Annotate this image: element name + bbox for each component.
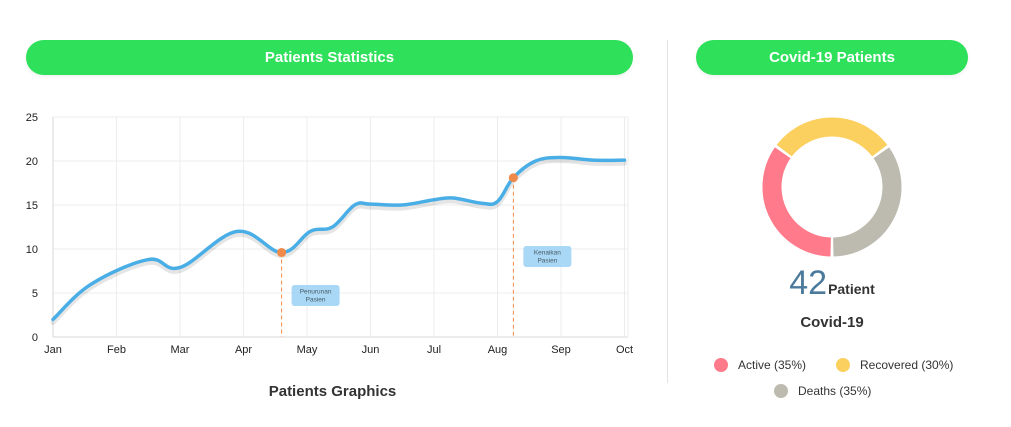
x-tick-label: May: [297, 344, 318, 356]
legend-dot-recovered: [836, 358, 850, 372]
legend-label-active: Active (35%): [738, 358, 807, 372]
legend-item-deaths: Deaths (35%): [774, 384, 871, 398]
chart-grid: [52, 116, 628, 338]
x-tick-label: Oct: [616, 344, 633, 356]
covid-donut-chart: [762, 117, 902, 257]
donut-slice-recovered: [776, 117, 888, 157]
line-shadow: [50, 157, 627, 325]
x-tick-label: Aug: [488, 344, 508, 356]
annotation-marker: [277, 248, 287, 258]
x-tick-label: Apr: [235, 344, 252, 356]
covid-patients-title: Covid-19 Patients: [769, 49, 895, 66]
legend-dot-deaths: [774, 384, 788, 398]
donut-slice-active: [762, 147, 832, 257]
patients-line-chart: 0 5 10 15 20 25 Jan Feb Mar Apr May Jun Jul Aug Sep Oct…: [26, 112, 633, 356]
annotation-box: [523, 246, 572, 267]
x-tick-label: Jul: [427, 344, 441, 356]
series-line: [51, 155, 627, 322]
x-tick-label: Feb: [107, 344, 126, 356]
x-tick-label: Jan: [44, 344, 62, 356]
patient-count: 42Patient: [760, 264, 904, 303]
legend-dot-active: [714, 358, 728, 372]
patient-count-number: 42: [789, 264, 828, 302]
legend-item-recovered: Recovered (30%): [836, 358, 953, 372]
covid-subtitle: Covid-19: [800, 314, 864, 331]
legend-item-active: Active (35%): [714, 358, 806, 372]
x-tick-label: Mar: [171, 344, 190, 356]
y-tick-label: 10: [26, 244, 38, 256]
panel-divider: [667, 40, 668, 383]
annotation-label-line1: Penurunan: [300, 289, 332, 296]
patients-graphics-title: Patients Graphics: [268, 383, 397, 400]
y-tick-label: 15: [26, 200, 38, 212]
y-tick-label: 20: [26, 156, 38, 168]
patient-count-unit: Patient: [828, 281, 875, 297]
y-tick-label: 0: [32, 332, 38, 344]
y-tick-label: 25: [26, 112, 38, 124]
donut-slice-deaths: [832, 147, 902, 257]
annotation-box: [291, 285, 340, 306]
legend-label-recovered: Recovered (30%): [860, 358, 954, 372]
line-series: [51, 155, 627, 322]
chart-axes: 0 5 10 15 20 25 Jan Feb Mar Apr May Jun Jul Aug Sep Oct: [26, 112, 633, 356]
covid-patients-header: Covid-19 Patients: [696, 40, 968, 75]
series-line-shadow: [50, 157, 627, 325]
patients-statistics-header: Patients Statistics: [26, 40, 633, 75]
patients-statistics-title: Patients Statistics: [264, 49, 395, 66]
annotation-label-line1: Kenaikan: [534, 250, 561, 257]
annotation-marker: [508, 173, 518, 183]
legend-label-deaths: Deaths (35%): [798, 384, 872, 398]
y-tick-label: 5: [32, 288, 38, 300]
x-tick-label: Jun: [362, 344, 380, 356]
x-tick-label: Sep: [551, 344, 571, 356]
annotation-label-line2: Pasien: [537, 258, 557, 265]
annotation-label-line2: Pasien: [306, 297, 326, 304]
